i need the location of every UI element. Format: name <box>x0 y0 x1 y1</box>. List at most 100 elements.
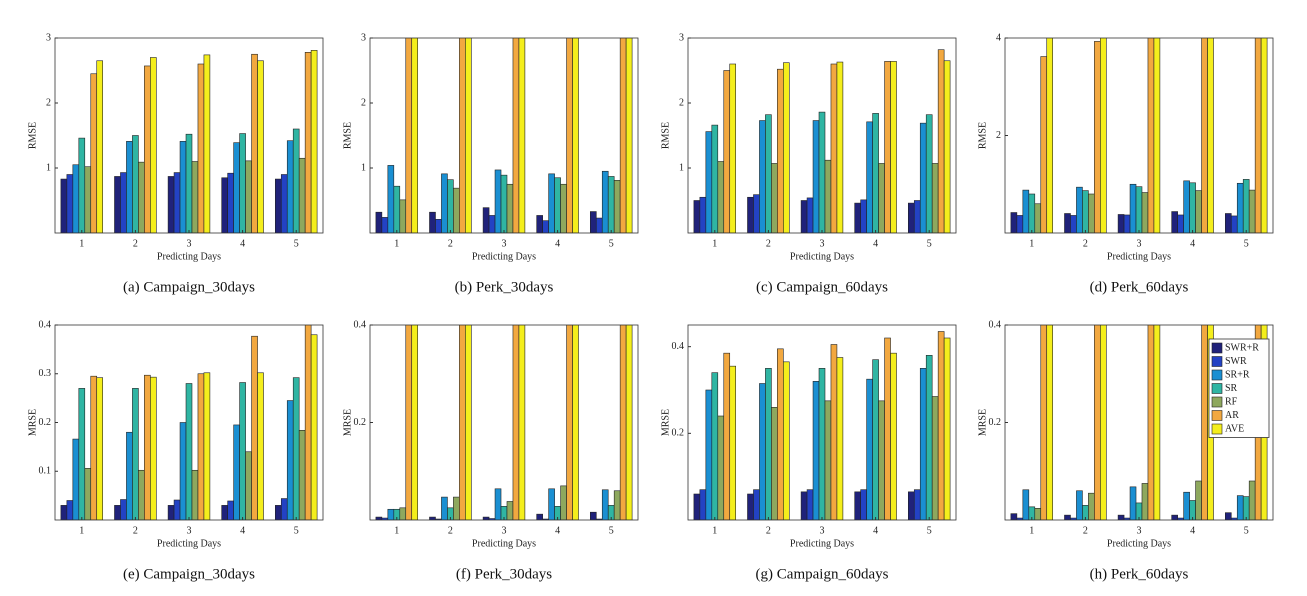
bar <box>625 38 633 233</box>
bar <box>818 111 826 233</box>
x-tick-label: 3 <box>1137 525 1142 536</box>
bar <box>1082 190 1089 233</box>
bar <box>1129 183 1137 233</box>
x-axis-label: Predicting Days <box>472 251 536 262</box>
bar <box>429 211 436 233</box>
bar <box>500 174 508 233</box>
bar <box>566 325 573 520</box>
bar <box>572 38 579 233</box>
bar <box>197 373 205 520</box>
bar <box>179 422 187 520</box>
x-tick-label: 4 <box>1190 525 1195 536</box>
bar <box>536 513 543 520</box>
x-axis-label: Predicting Days <box>1107 538 1171 549</box>
bar <box>613 490 621 520</box>
bar <box>179 141 187 233</box>
bar <box>1224 213 1232 233</box>
bar <box>783 62 790 233</box>
bar <box>824 159 832 233</box>
plot-area <box>60 50 318 233</box>
bar <box>1147 325 1155 520</box>
x-tick-label: 2 <box>448 525 453 536</box>
bar <box>548 488 555 520</box>
y-tick-label: 0.2 <box>39 417 52 428</box>
bar <box>1016 215 1024 233</box>
bar <box>818 368 826 520</box>
bar <box>1088 492 1095 520</box>
bar <box>1100 38 1107 233</box>
legend-label: SR+R <box>1225 369 1250 380</box>
plot-area <box>375 325 633 520</box>
bar <box>1094 325 1101 520</box>
bar <box>836 357 844 520</box>
bar <box>144 374 151 520</box>
bar <box>542 220 549 233</box>
bar <box>1088 193 1095 233</box>
bar <box>765 114 772 233</box>
legend-label: RF <box>1225 396 1238 407</box>
bar <box>185 133 193 233</box>
axes-box <box>1004 324 1274 521</box>
bar <box>251 53 258 233</box>
bar <box>693 493 701 520</box>
bar <box>548 173 555 233</box>
y-tick-label: 4 <box>996 32 1001 43</box>
bar <box>459 325 466 520</box>
bar <box>589 211 597 233</box>
x-tick-label: 2 <box>448 238 453 249</box>
bar <box>120 499 127 520</box>
bar <box>1207 38 1214 233</box>
bar <box>435 219 442 233</box>
bar <box>251 335 258 520</box>
bar <box>1117 514 1125 520</box>
x-axis-label: Predicting Days <box>157 251 221 262</box>
x-axis-label: Predicting Days <box>472 538 536 549</box>
legend-swatch <box>1211 423 1223 435</box>
bar <box>925 114 933 233</box>
bar <box>931 163 939 233</box>
bar <box>913 489 921 520</box>
bar <box>1183 491 1190 520</box>
y-axis-label: MRSE <box>977 409 988 436</box>
bar <box>884 337 891 520</box>
bar <box>830 63 838 233</box>
bar <box>78 388 86 520</box>
bar <box>1135 186 1143 233</box>
axes-box <box>687 37 957 234</box>
bar <box>711 372 719 520</box>
x-tick-label: 4 <box>240 525 245 536</box>
y-axis-label: RMSE <box>27 122 38 149</box>
bar <box>836 61 844 233</box>
bar <box>777 348 784 520</box>
x-axis-label: Predicting Days <box>1107 251 1171 262</box>
bar <box>1094 41 1101 233</box>
bar <box>884 61 891 233</box>
bar <box>274 178 282 233</box>
bar <box>399 199 407 233</box>
bar <box>747 196 754 233</box>
bar <box>566 38 573 233</box>
bar <box>221 505 228 520</box>
bar <box>459 38 466 233</box>
bar <box>560 183 567 233</box>
bar <box>1183 180 1190 233</box>
bar <box>777 68 784 233</box>
plot-area <box>60 325 318 520</box>
y-axis-label: MRSE <box>660 409 671 436</box>
bar <box>375 211 383 233</box>
bar <box>1201 325 1208 520</box>
bar <box>66 500 74 520</box>
bar <box>601 170 609 233</box>
bar <box>812 381 820 520</box>
bar <box>866 121 873 233</box>
bar <box>729 365 737 520</box>
x-tick-label: 5 <box>294 525 299 536</box>
bar <box>245 451 252 520</box>
bar <box>441 496 448 520</box>
bar <box>257 372 264 520</box>
bar <box>937 331 945 520</box>
bar <box>66 174 74 233</box>
bar <box>167 176 175 233</box>
y-tick-label: 3 <box>679 32 684 43</box>
bar <box>441 173 448 233</box>
